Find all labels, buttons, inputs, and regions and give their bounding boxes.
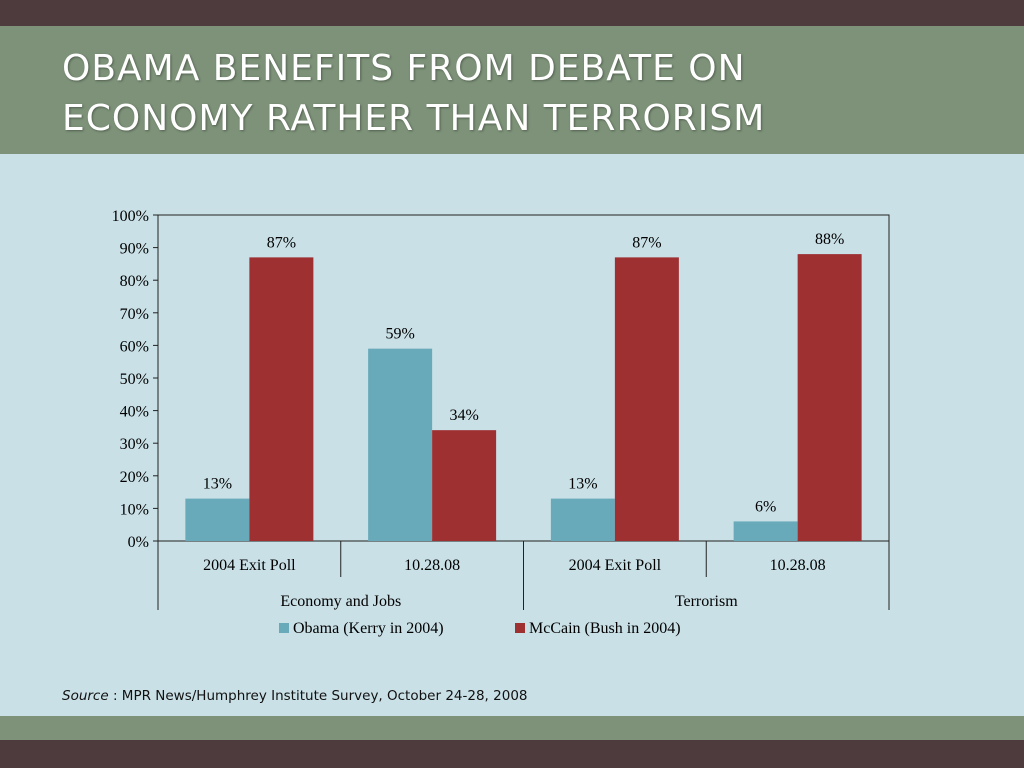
source-label: Source <box>62 688 109 704</box>
mccain-bar <box>432 430 497 541</box>
x-category-label: 10.28.08 <box>770 557 826 574</box>
y-tick-label: 90% <box>120 241 149 258</box>
data-label: 59% <box>385 326 414 343</box>
y-tick-label: 10% <box>120 501 149 518</box>
data-label: 34% <box>449 407 478 424</box>
x-category-label: 2004 Exit Poll <box>569 557 662 574</box>
mccain-bar <box>797 254 862 541</box>
x-category-label: 10.28.08 <box>404 557 460 574</box>
bar-chart: 0% 10% 20% 30% 40% 50% 60% 70% 80% 90% 100% 13% 87% 2… <box>112 208 890 637</box>
legend-label: Obama (Kerry in 2004) <box>293 620 444 637</box>
data-label: 13% <box>203 476 232 493</box>
legend-label: McCain (Bush in 2004) <box>529 620 681 637</box>
x-group-label: Economy and Jobs <box>280 593 401 610</box>
data-label: 88% <box>815 231 844 248</box>
source-note: Source : MPR News/Humphrey Institute Sur… <box>62 688 528 704</box>
y-tick-label: 80% <box>120 273 149 290</box>
data-label: 87% <box>632 234 661 251</box>
y-tick-label: 70% <box>120 306 149 323</box>
data-label: 6% <box>755 498 776 515</box>
y-tick-label: 20% <box>120 469 149 486</box>
y-tick-label: 100% <box>112 208 149 225</box>
x-group-label: Terrorism <box>675 593 738 610</box>
data-label: 87% <box>267 234 296 251</box>
data-label: 13% <box>568 476 597 493</box>
obama-bar <box>550 498 615 541</box>
mccain-bar <box>614 257 679 541</box>
top-band <box>0 0 1024 26</box>
y-tick-label: 40% <box>120 404 149 421</box>
bottom-band-dark <box>0 740 1024 768</box>
slide-title-line-1: OBAMA BENEFITS FROM DEBATE ON <box>62 48 746 89</box>
bottom-band <box>0 716 1024 740</box>
y-tick-label: 0% <box>128 534 149 551</box>
legend-swatch <box>279 623 289 633</box>
title-band <box>0 26 1024 154</box>
slide-title-line-2: ECONOMY RATHER THAN TERRORISM <box>62 98 766 139</box>
slide-title: OBAMA BENEFITS FROM DEBATE ON ECONOMY RA… <box>62 44 962 144</box>
legend-swatch <box>515 623 525 633</box>
obama-bar <box>185 498 250 541</box>
x-category-label: 2004 Exit Poll <box>203 557 296 574</box>
obama-bar <box>733 521 798 541</box>
y-tick-label: 30% <box>120 436 149 453</box>
mccain-bar <box>249 257 314 541</box>
y-tick-label: 50% <box>120 371 149 388</box>
source-text: : MPR News/Humphrey Institute Survey, Oc… <box>108 688 528 704</box>
obama-bar <box>368 348 433 541</box>
y-tick-label: 60% <box>120 338 149 355</box>
